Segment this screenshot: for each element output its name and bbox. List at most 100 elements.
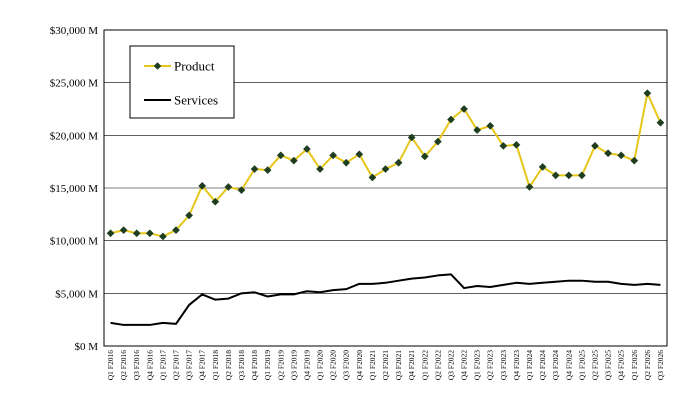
product-point-4 (158, 232, 167, 241)
product-point-2 (132, 229, 141, 238)
y-tick-label-4: $20,000 M (50, 130, 99, 142)
product-point-19 (355, 150, 364, 159)
product-point-21 (381, 165, 390, 173)
product-point-7 (198, 181, 207, 190)
x-tick-label-26: Q3 F2022 (446, 350, 455, 380)
x-tick-label-24: Q1 F2022 (420, 350, 429, 380)
legend: Product Services (129, 45, 235, 119)
product-point-27 (460, 105, 469, 113)
x-tick-label-35: Q4 F2024 (564, 350, 573, 380)
product-point-0 (106, 229, 115, 238)
product-point-24 (420, 152, 429, 161)
x-tick-label-25: Q2 F2022 (433, 350, 442, 380)
product-point-30 (499, 141, 508, 150)
product-point-39 (617, 151, 626, 160)
product-point-34 (551, 171, 560, 180)
product-point-23 (407, 133, 416, 142)
product-point-35 (564, 171, 573, 180)
y-tick-label-0: $0 M (74, 341, 98, 353)
product-point-8 (211, 197, 220, 206)
x-tick-label-16: Q1 F2020 (316, 350, 325, 380)
product-point-1 (119, 226, 128, 235)
x-tick-label-42: Q3 F2026 (656, 350, 665, 380)
y-tick-label-5: $25,000 M (50, 78, 99, 90)
product-point-6 (185, 211, 194, 220)
x-tick-label-22: Q3 F2021 (394, 350, 403, 380)
product-point-38 (604, 149, 613, 158)
product-point-33 (538, 162, 547, 171)
x-tick-label-5: Q2 F2017 (172, 350, 181, 380)
legend-box (129, 45, 235, 119)
product-point-18 (342, 158, 351, 167)
product-point-42 (656, 118, 665, 127)
product-point-26 (447, 115, 455, 124)
x-tick-label-10: Q3 F2018 (237, 350, 246, 380)
legend-product-label: Product (174, 59, 215, 74)
x-tick-label-0: Q1 F2016 (106, 350, 115, 380)
x-tick-label-13: Q2 F2019 (276, 350, 285, 380)
product-point-10 (237, 186, 246, 195)
x-tick-label-29: Q2 F2023 (486, 350, 495, 380)
product-point-28 (473, 126, 482, 135)
x-tick-label-30: Q3 F2023 (499, 350, 508, 380)
product-point-20 (368, 173, 377, 182)
x-tick-label-40: Q1 F2026 (630, 350, 639, 380)
product-point-15 (302, 145, 311, 153)
product-point-9 (224, 182, 233, 191)
product-point-5 (172, 226, 180, 235)
product-point-22 (394, 158, 403, 167)
x-tick-label-41: Q2 F2026 (643, 350, 652, 380)
x-tick-label-8: Q1 F2018 (211, 350, 220, 380)
product-point-25 (433, 137, 442, 146)
series-line-services (110, 273, 661, 326)
x-tick-label-4: Q1 F2017 (158, 350, 167, 380)
legend-services-label: Services (174, 93, 218, 108)
product-point-12 (263, 166, 272, 175)
x-tick-label-17: Q2 F2020 (329, 350, 338, 380)
x-tick-label-36: Q1 F2025 (577, 350, 586, 380)
x-tick-label-38: Q3 F2025 (604, 350, 613, 380)
x-tick-label-1: Q2 F2016 (119, 350, 128, 380)
series-layer (106, 89, 665, 326)
product-point-16 (316, 165, 324, 173)
plot-area-border (103, 29, 668, 347)
x-tick-label-11: Q4 F2018 (250, 350, 259, 380)
y-tick-label-2: $10,000 M (50, 236, 99, 248)
product-point-37 (591, 141, 599, 150)
y-tick-label-6: $30,000 M (50, 25, 99, 37)
product-point-17 (329, 151, 338, 160)
product-point-14 (289, 156, 298, 165)
x-tick-label-15: Q4 F2019 (302, 350, 311, 380)
x-tick-label-34: Q3 F2024 (551, 350, 560, 380)
y-tick-label-1: $5,000 M (55, 288, 98, 300)
x-tick-label-23: Q4 F2021 (407, 350, 416, 380)
x-tick-label-28: Q1 F2023 (473, 350, 482, 380)
product-point-29 (486, 121, 495, 130)
x-tick-label-37: Q2 F2025 (590, 350, 599, 380)
y-tick-label-3: $15,000 M (50, 183, 99, 195)
x-tick-label-21: Q2 F2021 (381, 350, 390, 380)
y-axis-tick-labels: $0 M $5,000 M $10,000 M $15,000 M $20,000 M $… (50, 25, 99, 353)
x-tick-label-2: Q3 F2016 (132, 350, 141, 380)
x-tick-label-7: Q4 F2017 (198, 350, 207, 380)
x-tick-label-19: Q4 F2020 (355, 350, 364, 380)
product-point-13 (276, 151, 285, 160)
x-tick-label-32: Q1 F2024 (525, 350, 534, 380)
product-point-3 (145, 229, 154, 238)
product-point-41 (643, 89, 652, 98)
x-tick-label-39: Q4 F2025 (617, 350, 626, 380)
x-tick-label-9: Q2 F2018 (224, 350, 233, 380)
product-point-36 (577, 171, 586, 180)
x-tick-label-20: Q1 F2021 (368, 350, 377, 380)
x-tick-label-31: Q4 F2023 (512, 350, 521, 380)
legend-product-marker (153, 62, 162, 70)
x-tick-label-18: Q3 F2020 (342, 350, 351, 380)
x-tick-label-6: Q3 F2017 (185, 350, 194, 380)
x-tick-label-27: Q4 F2022 (460, 350, 469, 380)
x-tick-label-14: Q3 F2019 (289, 350, 298, 380)
x-tick-label-33: Q2 F2024 (538, 350, 547, 380)
product-point-40 (630, 156, 639, 165)
x-tick-label-12: Q1 F2019 (263, 350, 272, 380)
